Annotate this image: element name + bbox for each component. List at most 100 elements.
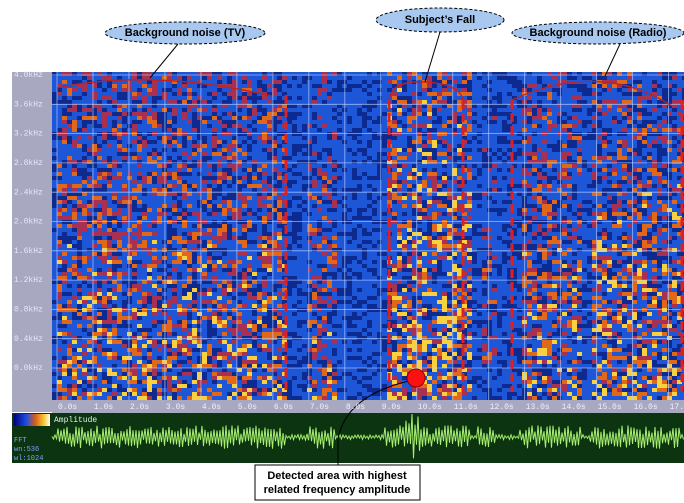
spectrogram-cell <box>252 332 257 336</box>
spectrogram-cell <box>227 232 232 236</box>
spectrogram-cell <box>97 256 102 260</box>
spectrogram-cell <box>602 308 607 312</box>
spectrogram-cell <box>367 156 372 160</box>
spectrogram-cell <box>497 212 502 216</box>
spectrogram-cell <box>397 100 402 104</box>
spectrogram-cell <box>172 228 177 232</box>
spectrogram-cell <box>562 332 567 336</box>
spectrogram-cell <box>162 256 167 260</box>
spectrogram-cell <box>97 320 102 324</box>
spectrogram-cell <box>457 248 462 252</box>
spectrogram-cell <box>417 328 422 332</box>
spectrogram-cell <box>192 116 197 120</box>
spectrogram-cell <box>167 348 172 352</box>
spectrogram-cell <box>137 300 142 304</box>
spectrogram-cell <box>237 108 242 112</box>
spectrogram-cell <box>552 248 557 252</box>
spectrogram-cell <box>77 264 82 268</box>
spectrogram-cell <box>132 288 137 292</box>
spectrogram-cell <box>237 388 242 392</box>
spectrogram-cell <box>292 148 297 152</box>
spectrogram-cell <box>227 204 232 208</box>
spectrogram-cell <box>607 316 612 320</box>
spectrogram-cell <box>87 396 92 400</box>
spectrogram-cell <box>277 236 282 240</box>
spectrogram-cell <box>57 348 62 352</box>
spectrogram-cell <box>117 316 122 320</box>
spectrogram-cell <box>317 300 322 304</box>
spectrogram-cell <box>82 280 87 284</box>
spectrogram-cell <box>227 380 232 384</box>
spectrogram-cell <box>172 204 177 208</box>
spectrogram-cell <box>362 300 367 304</box>
spectrogram-cell <box>62 108 67 112</box>
spectrogram-cell <box>262 380 267 384</box>
spectrogram-cell <box>332 364 337 368</box>
spectrogram-cell <box>607 256 612 260</box>
spectrogram-cell <box>252 296 257 300</box>
spectrogram-cell <box>527 364 532 368</box>
spectrogram-cell <box>127 204 132 208</box>
spectrogram-cell <box>377 96 382 100</box>
spectrogram-cell <box>317 288 322 292</box>
spectrogram-cell <box>517 88 522 92</box>
spectrogram-cell <box>332 180 337 184</box>
spectrogram-cell <box>247 168 252 172</box>
spectrogram-cell <box>617 264 622 268</box>
spectrogram-cell <box>547 120 552 124</box>
spectrogram-cell <box>427 204 432 208</box>
spectrogram-cell <box>232 192 237 196</box>
spectrogram-cell <box>217 312 222 316</box>
spectrogram-cell <box>437 96 442 100</box>
spectrogram-cell <box>332 332 337 336</box>
spectrogram-cell <box>312 324 317 328</box>
spectrogram-cell <box>417 296 422 300</box>
spectrogram-cell <box>537 352 542 356</box>
spectrogram-cell <box>472 224 477 228</box>
spectrogram-cell <box>542 360 547 364</box>
spectrogram-cell <box>287 200 292 204</box>
spectrogram-cell <box>487 228 492 232</box>
spectrogram-cell <box>227 228 232 232</box>
spectrogram-cell <box>437 236 442 240</box>
spectrogram-cell <box>437 300 442 304</box>
spectrogram-cell <box>447 256 452 260</box>
spectrogram-cell <box>87 176 92 180</box>
spectrogram-cell <box>562 164 567 168</box>
spectrogram-cell <box>137 316 142 320</box>
spectrogram-cell <box>542 152 547 156</box>
spectrogram-cell <box>182 344 187 348</box>
spectrogram-cell <box>552 380 557 384</box>
spectrogram-cell <box>202 280 207 284</box>
spectrogram-cell <box>102 376 107 380</box>
spectrogram-cell <box>382 164 387 168</box>
spectrogram-cell <box>102 260 107 264</box>
spectrogram-cell <box>87 164 92 168</box>
spectrogram-cell <box>352 340 357 344</box>
spectrogram-cell <box>177 396 182 400</box>
spectrogram-cell <box>477 204 482 208</box>
spectrogram-cell <box>327 148 332 152</box>
spectrogram-cell <box>602 84 607 88</box>
spectrogram-cell <box>257 108 262 112</box>
spectrogram-cell <box>542 172 547 176</box>
spectrogram-cell <box>162 328 167 332</box>
spectrogram-cell <box>77 276 82 280</box>
spectrogram-cell <box>127 392 132 396</box>
spectrogram-cell <box>67 244 72 248</box>
spectrogram-cell <box>317 332 322 336</box>
spectrogram-cell <box>567 272 572 276</box>
spectrogram-cell <box>122 160 127 164</box>
spectrogram-cell <box>447 212 452 216</box>
spectrogram-cell <box>537 260 542 264</box>
spectrogram-cell <box>297 228 302 232</box>
spectrogram-cell <box>182 296 187 300</box>
spectrogram-cell <box>227 100 232 104</box>
spectrogram-cell <box>77 208 82 212</box>
spectrogram-cell <box>487 352 492 356</box>
spectrogram-cell <box>402 376 407 380</box>
spectrogram-cell <box>457 276 462 280</box>
spectrogram-cell <box>82 344 87 348</box>
spectrogram-cell <box>247 144 252 148</box>
spectrogram-cell <box>372 260 377 264</box>
